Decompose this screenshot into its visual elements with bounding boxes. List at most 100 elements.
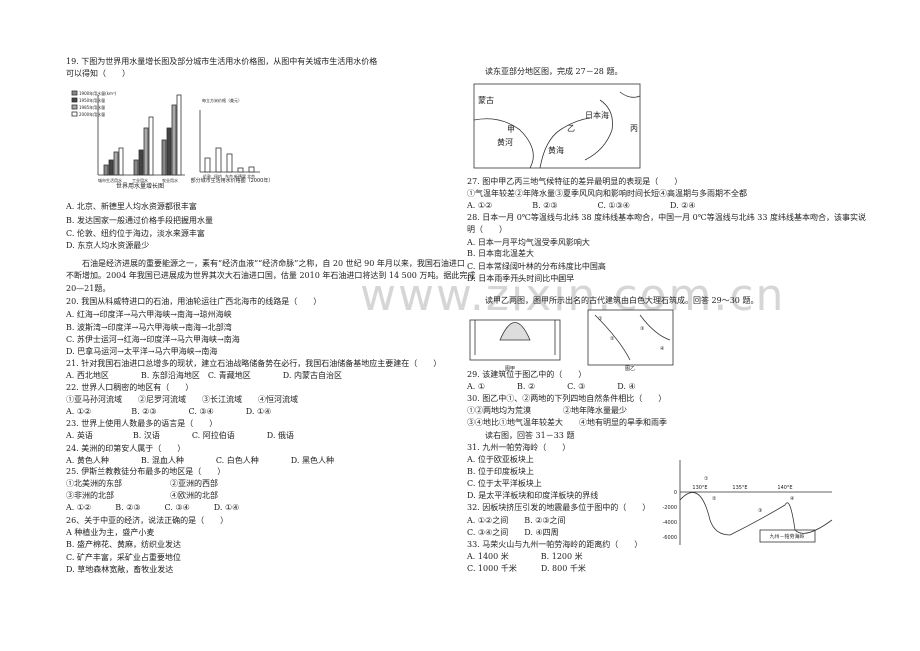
map-label: 甲 [507,125,515,134]
city-label: 纽约 [214,173,222,179]
text-line: A. 1400 米 B. 1200 米 [467,552,583,561]
text-line: ①亚马孙河流域 ②尼罗河流域 ③长江流域 ④恒河流域 [66,395,298,404]
figure-label: ③ [640,326,644,332]
building-and-map [469,309,674,366]
text-line: ①北美洲的东部 ②亚洲的西部 [66,479,218,488]
figure-caption: 九州－帕劳海岭 [769,533,804,540]
text-line: C. 1000 千米 D. 800 千米 [467,564,586,573]
text-line: A. 北京、新德里人均水资源都很丰富 [66,202,197,211]
text-line: 读甲乙两图，图甲所示出名的古代建筑由白色大理石筑成。回答 29～30 题。 [485,296,759,305]
figure-caption: 世界用水量增长图 [116,182,164,190]
text-line: A. ①②之间 B. ②③之间 [467,516,566,525]
point-label: ① [704,476,709,482]
text-line: 30. 图乙中①、②两地的下列四地自然条件相比（ ） [467,394,667,403]
water-chart [71,90,260,176]
city-label: 东京 [225,173,233,179]
city-label: 伦敦 [203,173,211,179]
text-line: D. 日本雨季开头时间比中国早 [467,274,575,283]
map-label: 日本海 [585,110,609,120]
legend-entry: 1900年用水量(km³) [79,90,117,96]
text-line: C. 矿产丰富，采矿业占重要地位 [66,553,181,562]
text-line: A. ①② B. ②③ C. ①③④ D. ②④ [467,201,696,210]
legend-entry: 1985年用水量 [79,104,105,110]
text-line: ①②两地均为荒漠 ②地年降水量最少 [467,406,627,415]
text-line: B. 日本南北温差大 [467,249,534,258]
x-tick-label: 130°E [692,485,707,491]
text-line: A 种植业为主，盛产小麦 [66,528,155,537]
map-label: 蒙古 [478,95,494,105]
text-line: D. 是太平洋板块和印度洋板块的界线 [467,491,599,500]
text-line: 21. 针对我国石油进口总增多的现状，建立石油战略储备势在必行，我国石油储备基地… [66,359,442,368]
text-line: 23. 世界上使用人数最多的语言是（ ） [66,419,218,428]
text-line: 不断增加。2004 年我国已进展成为世界其次大石油进口国，估量 2010 年石油… [66,271,476,280]
text-line: C. 伦敦、纽约位于海边，淡水来源丰富 [66,229,205,238]
y-tick-label: 0 [674,490,677,496]
text-line: 19. 下图为世界用水量增长图及部分城市生活用水价格图，从图中有关城市生活用水价… [66,57,378,66]
text-line: B. 波斯湾→印度洋→马六甲海峡→南海→北部湾 [66,323,232,332]
map-label: 乙 [567,124,575,133]
category-label: 农业用水 [162,177,178,183]
watermark: www.zixin.com.cn [360,270,786,321]
text-line: 读东亚部分地区图，完成 27－28 题。 [485,67,623,76]
ocean-profile [679,460,833,545]
legend-entry: 1950年用水量 [79,97,105,103]
y-tick-label: -6000 [662,535,677,541]
text-line: 石油是经济进展的重要能源之一，素有“经济血液”“经济命脉”之称，自 20 世纪 … [66,259,465,268]
text-line: A. 日本一月平均气温受季风影响大 [467,238,590,247]
y-tick-label: -2000 [662,505,677,511]
text-line: A. 西北地区 B. 东部沿海地区 C. 青藏地区 D. 内蒙古自治区 [66,371,342,380]
text-line: D. 草地森林宽敞，畜牧业发达 [66,565,174,574]
text-line: 25. 伊斯兰教教徒分布最多的地区是（ ） [66,467,226,476]
text-line: ③非洲的北部 ④欧洲的北部 [66,491,218,500]
figure-label: ① [598,316,603,322]
y-tick-label: -4000 [662,520,677,526]
text-line: 31. 九州一帕劳海岭（ ） [467,443,571,452]
text-line: 32. 因板块挤压引发的地震最多位于图中的（ ） [467,503,651,512]
text-line: D. 巴拿马运河→太平洋→马六甲海峡→南海 [66,347,218,356]
text-line: B. 位于印度板块上 [467,467,534,476]
legend-entry: 2000年用水量 [79,111,105,117]
figure-label: ② [610,336,615,342]
figure-label: ④ [660,346,665,352]
x-tick-label: 140°E [777,485,792,491]
map-label: 丙 [630,124,638,133]
text-line: C. ③④之间 D. ④四周 [467,528,559,537]
text-line: ③④地比①地气温年较差大 ④地有明显的旱季和雨季 [467,418,667,427]
text-line: C. 日本常绿阔叶林的分布纬度比中国高 [467,262,606,271]
city-label: 北京 [247,173,255,179]
text-line: 24. 美洲的印第安人属于（ ） [66,444,186,453]
text-line: 26、关于中亚的经济，说法正确的是（ ） [66,516,229,525]
city-label: 新德里 [234,173,246,179]
text-line: 20—21题。 [66,284,111,293]
text-line: 明（ ） [467,225,507,234]
point-label: ② [712,496,717,502]
text-line: A. 红海→印度洋→马六甲海峡→南海→琼州海峡 [66,310,232,319]
text-line: A. ① B. ② C. ③ D. ④ [467,382,636,391]
text-line: A. 位于欧亚板块上 [467,455,534,464]
figure-label: 图甲 [505,366,515,372]
text-line: 28. 日本一月 0℃等温线与北纬 38 度纬线基本吻合，中国一月 0℃等温线与… [467,213,866,222]
text-line: 22. 世界人口稠密的地区有（ ） [66,383,194,392]
text-line: A. ①② B. ②③ C. ③④ D. ①④ [66,503,240,512]
text-line: C. 苏伊士运河→红海→印度洋→马六甲海峡→南海 [66,335,240,344]
figure-label: 图乙 [625,365,635,372]
category-label: 城市生活用水 [98,177,122,183]
text-line: A. 英语 B. 汉语 C. 阿拉伯语 D. 俄语 [66,431,294,440]
point-label: ③ [758,508,762,514]
text-line: B. 盛产棉花、黄麻，纺织业发达 [66,540,181,549]
text-line: 可以得知（ ） [66,69,130,78]
map-label: 黄河 [497,137,513,147]
text-line: 读右图，回答 31－33 题 [485,431,575,440]
text-line: 29. 该建筑位于图乙中的（ ） [467,370,587,379]
figure-title: 每立方米价格（美元） [202,97,242,103]
map-label: 黄海 [548,145,564,155]
text-line: 27. 图中甲乙丙三地气候特征的差异最明显的表现是（ ） [467,177,683,186]
text-line: D. 东京人均水资源最少 [66,241,150,250]
x-tick-label: 135°E [732,485,747,491]
text-line: A. ①② B. ②③ C. ③④ D. ①④ [66,407,272,416]
point-label: ④ [790,496,795,502]
text-line: A. 黄色人种 B. 混血人种 C. 白色人种 D. 黑色人种 [66,456,334,465]
category-label: 工业用水 [132,177,148,183]
